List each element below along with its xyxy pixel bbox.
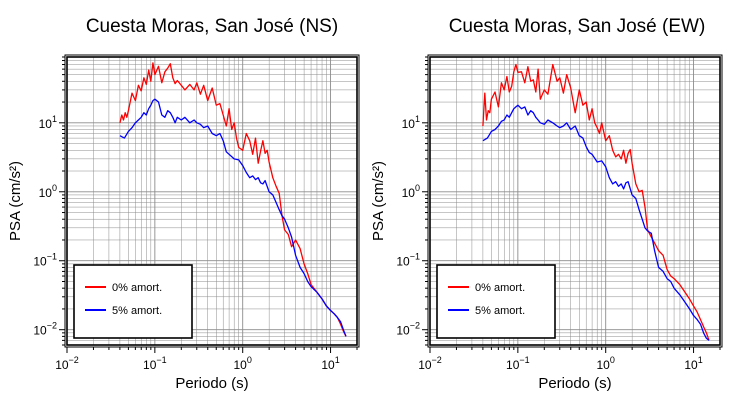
legend-label: 5% amort.: [475, 305, 525, 317]
y-tick-label: 10−2: [396, 321, 420, 338]
legend-box: [436, 264, 556, 339]
axis-ticks: [59, 56, 358, 353]
legend-label: 0% amort.: [475, 282, 525, 294]
y-tick-label: 101: [39, 114, 57, 131]
series-line-unamortized: [482, 63, 710, 341]
x-tick-label: 101: [684, 355, 702, 372]
plot-frame-outer: [427, 54, 723, 348]
plot-frame: [66, 56, 358, 346]
y-axis-label: PSA (cm/s²): [7, 161, 24, 241]
y-tick-label: 100: [39, 183, 57, 200]
y-axis-label: PSA (cm/s²): [370, 161, 387, 241]
y-tick-label: 100: [402, 183, 420, 200]
chart-title: Cuesta Moras, San José (EW): [449, 16, 706, 37]
x-tick-label: 101: [321, 355, 339, 372]
x-axis-label: Periodo (s): [538, 375, 611, 392]
legend-box: [73, 264, 193, 339]
y-tick-label: 10−1: [396, 252, 420, 269]
chart-panel-ns: Cuesta Moras, San José (NS) 10−2 10−1 100 10…: [7, 16, 360, 392]
y-tick-label: 10−1: [33, 252, 57, 269]
x-tick-label: 10−2: [55, 355, 79, 372]
series-line-unamortized: [119, 62, 347, 337]
series-line-amortized: [482, 104, 710, 341]
y-tick-label: 10−2: [33, 321, 57, 338]
y-tick-label: 101: [402, 114, 420, 131]
plot-frame-outer: [64, 54, 360, 348]
axis-ticks: [422, 56, 721, 353]
series-line-amortized: [119, 98, 347, 337]
chart-panel-ew: Cuesta Moras, San José (EW) 10−2 10−1 100 10…: [370, 16, 723, 392]
legend: 0% amort. 5% amort.: [73, 264, 193, 339]
legend-label: 5% amort.: [112, 305, 162, 317]
x-axis-label: Periodo (s): [175, 375, 248, 392]
x-tick-label: 10−1: [506, 355, 530, 372]
legend-label: 0% amort.: [112, 282, 162, 294]
plot-frame: [429, 56, 721, 346]
x-tick-label: 100: [597, 355, 615, 372]
x-tick-label: 100: [234, 355, 252, 372]
x-tick-label: 10−1: [143, 355, 167, 372]
legend: 0% amort. 5% amort.: [436, 264, 556, 339]
chart-title: Cuesta Moras, San José (NS): [86, 16, 338, 37]
x-tick-label: 10−2: [418, 355, 442, 372]
